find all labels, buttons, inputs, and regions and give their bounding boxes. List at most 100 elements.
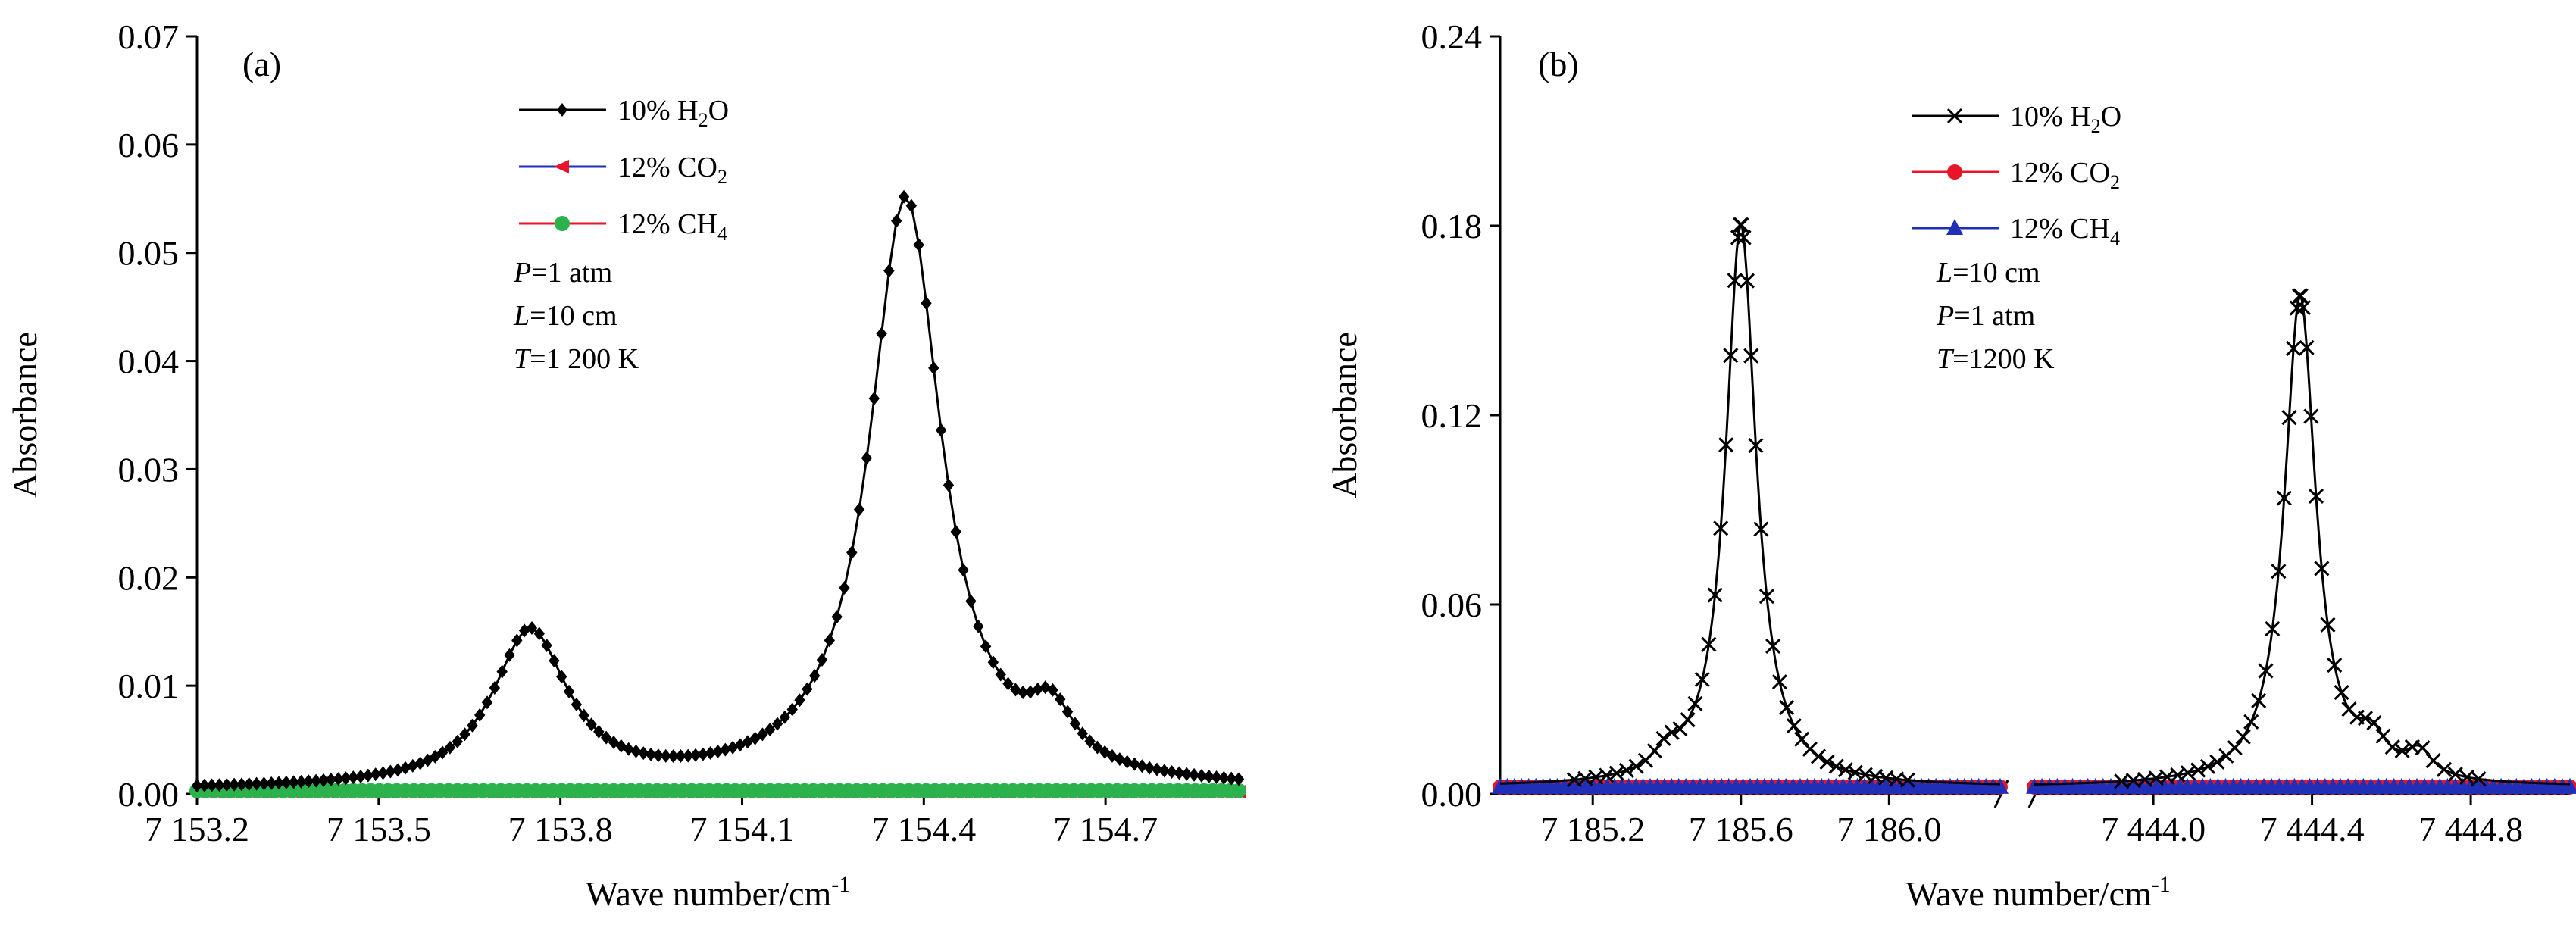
data-point (2447, 767, 2463, 783)
data-point (630, 744, 642, 758)
data-point (2281, 410, 2297, 426)
data-point (943, 478, 955, 492)
series-line-0 (1499, 221, 2000, 786)
data-point (2308, 488, 2324, 505)
condition-symbol: P (1936, 300, 1954, 332)
data-point (1002, 676, 1014, 691)
condition-symbol: P (513, 257, 531, 289)
data-point (280, 775, 292, 789)
legend-label-1: 12% CO2 (617, 152, 727, 188)
data-point (2314, 561, 2330, 576)
data-point (1687, 695, 1703, 712)
data-point (1837, 762, 1854, 778)
condition-value: =1 atm (531, 257, 612, 289)
data-point (1092, 740, 1103, 755)
data-point (2209, 754, 2225, 770)
data-point (1069, 717, 1081, 731)
condition-label: L=10 cm (513, 300, 617, 332)
data-point (697, 747, 709, 761)
y-tick-label: 0.00 (118, 775, 180, 814)
data-point (638, 746, 649, 761)
data-point (563, 684, 575, 698)
legend-label-2: 12% CH4 (2010, 213, 2120, 249)
data-point (1047, 683, 1058, 697)
legend-marker (556, 103, 568, 117)
data-point (1713, 520, 1729, 536)
data-point (2299, 339, 2315, 355)
data-point (935, 423, 947, 437)
data-point (533, 626, 545, 641)
data-point (1765, 638, 1781, 654)
data-point (1166, 764, 1177, 779)
data-point (1819, 754, 1835, 770)
legend-text: 12% CH (617, 208, 717, 240)
condition-label: P=1 atm (513, 257, 612, 289)
data-point (1748, 438, 1764, 454)
data-point (221, 777, 233, 792)
legend-subscript: 4 (717, 223, 727, 245)
data-point (2180, 765, 2196, 781)
data-point (898, 189, 910, 204)
condition-value: =10 cm (1952, 257, 2040, 289)
data-point (2199, 758, 2216, 774)
data-point (779, 710, 791, 724)
data-point (251, 776, 262, 791)
data-point (683, 748, 694, 763)
data-point (2243, 714, 2259, 730)
y-tick-label: 0.04 (118, 342, 180, 381)
data-point (199, 778, 211, 792)
data-point (541, 638, 552, 652)
legend-label-0: 10% H2O (617, 95, 729, 131)
data-point (973, 619, 984, 633)
data-point (1739, 273, 1755, 289)
data-point (749, 731, 761, 745)
data-point (2384, 739, 2400, 755)
data-point (1899, 772, 1915, 788)
data-point (1055, 692, 1066, 707)
data-point (667, 749, 679, 764)
data-point (734, 738, 746, 752)
data-point (1608, 765, 1624, 781)
legend-text: 12% CO (2010, 157, 2110, 189)
data-point (705, 746, 716, 761)
data-point (1039, 680, 1051, 695)
data-point (422, 753, 433, 767)
legend-marker (1946, 219, 1963, 235)
legend-text: 10% H (2010, 101, 2091, 133)
data-point (526, 621, 538, 636)
data-point (370, 767, 381, 782)
condition-value: =10 cm (530, 300, 617, 332)
data-point (1736, 230, 1752, 245)
data-point (355, 769, 367, 783)
legend-subscript: 2 (699, 109, 708, 131)
data-point (214, 778, 225, 792)
data-point (1733, 217, 1749, 233)
legend-text: 10% H (617, 95, 699, 127)
data-point (1099, 745, 1111, 759)
condition-label: P=1 atm (1936, 300, 2035, 332)
data-point (1077, 726, 1088, 741)
data-point (399, 761, 411, 775)
x-axis-label: Wave number/cm-1 (586, 872, 851, 913)
condition-label: L=10 cm (1936, 257, 2040, 289)
data-point (913, 238, 924, 252)
data-point (876, 327, 887, 341)
data-point (861, 451, 873, 465)
condition-symbol: L (1936, 257, 1952, 289)
data-point (1664, 724, 1680, 740)
data-point (2334, 684, 2349, 701)
data-point (1151, 762, 1163, 776)
data-point (764, 722, 776, 736)
data-point (1730, 230, 1746, 245)
data-point (2286, 340, 2302, 356)
data-point (504, 648, 515, 662)
x-tick-label: 7 154.4 (871, 810, 976, 848)
data-point (1655, 730, 1671, 747)
data-point (377, 766, 389, 780)
data-point (2471, 771, 2487, 787)
data-point (839, 581, 850, 595)
data-point (333, 772, 344, 786)
data-point (2276, 490, 2292, 506)
condition-value: =1 atm (1954, 300, 2035, 332)
